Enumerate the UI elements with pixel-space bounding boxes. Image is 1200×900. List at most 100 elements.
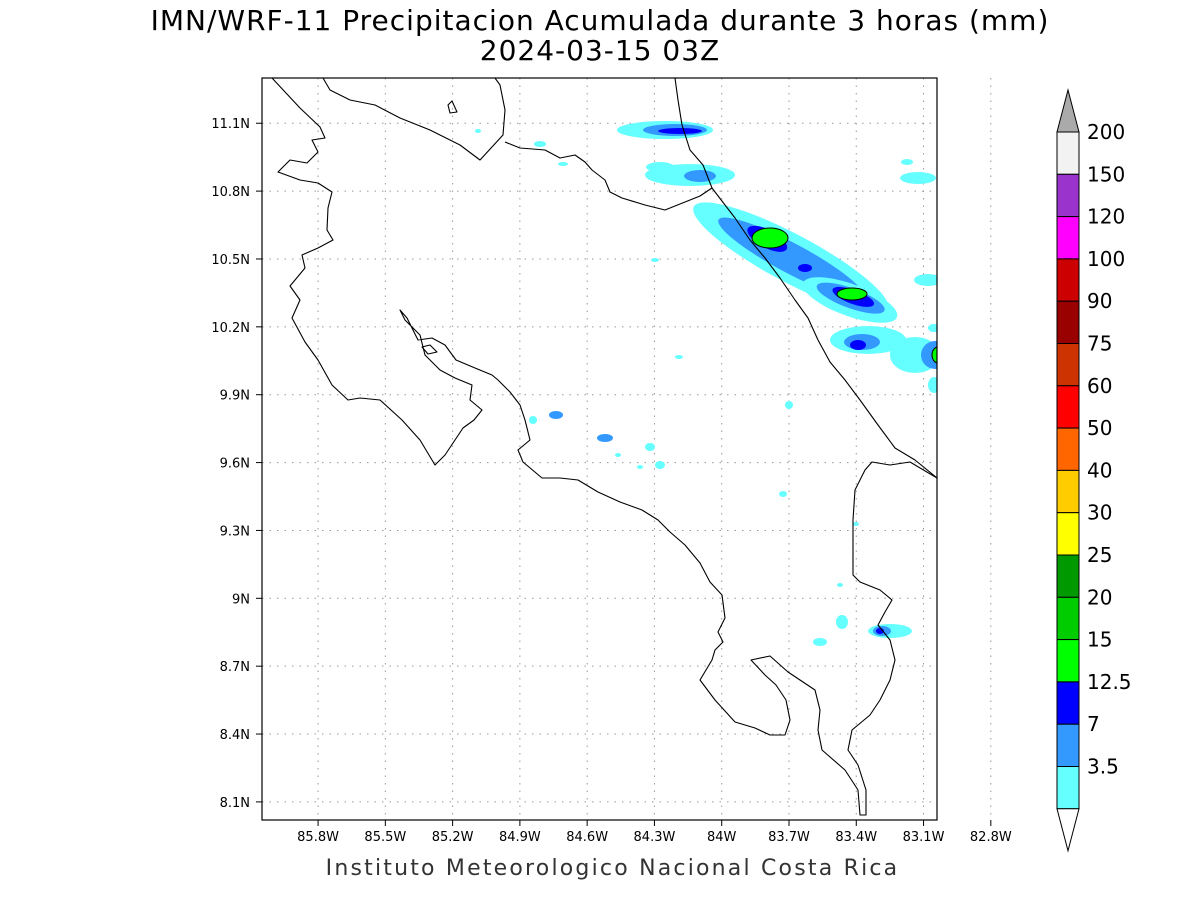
colorbar-swatch [1056, 639, 1080, 683]
lon-tick-label: 85.2W [432, 830, 474, 845]
colorbar-label: 25 [1087, 543, 1112, 567]
lat-tick-label: 8.4N [220, 728, 250, 743]
latitude-labels: 11.1N 10.8N 10.5N 10.2N 9.9N 9.6N 9.3N 9N 8.7N 8.… [211, 117, 250, 811]
precip-cell [850, 340, 866, 350]
lat-tick-label: 10.5N [211, 253, 250, 268]
colorbar-swatch [1056, 258, 1080, 302]
coastlines-borders [271, 78, 937, 816]
map-axis-ticks [256, 122, 992, 826]
colorbar-swatch [1056, 427, 1080, 471]
colorbar-label: 150 [1087, 162, 1125, 186]
precip-cell [785, 401, 793, 409]
lat-tick-label: 10.2N [211, 321, 250, 336]
colorbar-label: 120 [1087, 205, 1125, 229]
colorbar-label: 20 [1087, 585, 1112, 609]
nicoya-island [421, 344, 438, 355]
lat-tick-label: 9.3N [220, 524, 250, 539]
lon-tick-label: 82.8W [970, 830, 1012, 845]
precip-cell [931, 346, 937, 364]
colorbar-swatch [1056, 469, 1080, 514]
lon-tick-label: 84W [707, 830, 737, 845]
colorbar-bottom-arrow [1056, 808, 1080, 853]
precip-cell [675, 355, 683, 359]
nicaragua-border [322, 78, 506, 161]
map-title: IMN/WRF-11 Precipitacion Acumulada duran… [150, 4, 1050, 37]
lon-tick-label: 85.5W [364, 830, 406, 845]
precip-cell [534, 141, 546, 147]
institution-credit: Instituto Meteorologico Nacional Costa R… [325, 856, 900, 881]
precipitation-colorbar: 200 150 120 100 90 75 60 50 40 30 25 20 15 12.5 7 3.5 [1056, 88, 1132, 853]
colorbar-label: 100 [1087, 247, 1125, 271]
colorbar-label: 60 [1087, 374, 1112, 398]
precip-cell [901, 159, 913, 165]
lon-tick-label: 84.3W [634, 830, 676, 845]
lat-tick-label: 10.8N [211, 185, 250, 200]
precip-cell [813, 638, 827, 646]
nicaragua-lake-shore [271, 78, 937, 816]
caribbean-coast [711, 187, 937, 479]
colorbar-swatch [1056, 554, 1080, 598]
precip-cell [684, 170, 716, 182]
colorbar-label: 15 [1087, 628, 1112, 652]
colorbar-swatch [1056, 596, 1080, 641]
lon-tick-label: 83.1W [903, 830, 945, 845]
colorbar-swatch [1056, 766, 1080, 810]
colorbar-label: 200 [1087, 120, 1125, 144]
precip-cell [651, 258, 659, 262]
precip-cell [529, 416, 537, 424]
colorbar-swatch [1056, 681, 1080, 725]
costa-rica-nicaragua-border [504, 78, 713, 211]
colorbar-label: 40 [1087, 458, 1112, 482]
colorbar-top-arrow [1056, 88, 1080, 133]
precip-cell [646, 162, 674, 172]
lon-tick-label: 83.4W [835, 830, 877, 845]
map-frame [261, 77, 938, 821]
precip-cell [655, 461, 665, 469]
precip-cell [558, 162, 568, 166]
colorbar-label: 75 [1087, 332, 1112, 356]
colorbar-swatch [1056, 723, 1080, 768]
colorbar-label: 30 [1087, 501, 1112, 525]
colorbar-label: 12.5 [1087, 670, 1132, 694]
precip-cell [928, 377, 937, 393]
precip-cell [475, 129, 481, 133]
lat-tick-label: 9.9N [220, 389, 250, 404]
precip-cell [853, 522, 859, 526]
precip-cell [779, 491, 787, 497]
precip-cell [615, 453, 621, 457]
longitude-labels: 85.8W 85.5W 85.2W 84.9W 84.6W 84.3W 84W 83.7W 83… [297, 830, 1012, 845]
colorbar-swatch [1056, 216, 1080, 260]
precip-cell [836, 615, 848, 629]
lon-tick-label: 84.9W [499, 830, 541, 845]
colorbar-swatch [1056, 300, 1080, 345]
precipitation-areas [475, 121, 937, 646]
colorbar-swatch [1056, 131, 1080, 175]
precip-cell [637, 465, 643, 469]
precip-cell [914, 274, 937, 286]
lat-tick-label: 9N [232, 592, 250, 607]
precip-cell [900, 172, 936, 184]
precip-cell [751, 227, 789, 249]
lon-tick-label: 83.7W [768, 830, 810, 845]
map-subtitle: 2024-03-15 03Z [479, 34, 721, 67]
colorbar-label: 7 [1087, 712, 1100, 736]
precip-cell [645, 443, 655, 451]
precip-cell [658, 128, 702, 134]
lat-tick-label: 9.6N [220, 457, 250, 472]
lat-tick-label: 8.7N [220, 660, 250, 675]
colorbar-swatch [1056, 343, 1080, 387]
precip-cell [597, 434, 613, 442]
lon-tick-label: 85.8W [297, 830, 339, 845]
colorbar-swatch [1056, 173, 1080, 218]
lat-tick-label: 11.1N [211, 117, 250, 132]
colorbar-label: 3.5 [1087, 755, 1119, 779]
precip-cell [921, 341, 937, 369]
lake-island [447, 100, 458, 114]
lat-tick-label: 8.1N [220, 796, 250, 811]
precip-cell [837, 583, 843, 587]
precip-cell [836, 287, 868, 301]
colorbar-swatch [1056, 512, 1080, 556]
lon-tick-label: 84.6W [566, 830, 608, 845]
colorbar-label: 90 [1087, 289, 1112, 313]
